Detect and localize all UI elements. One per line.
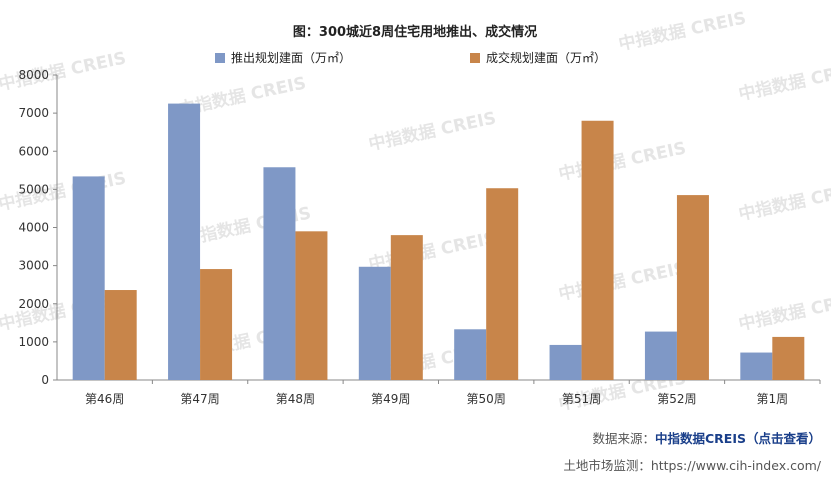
y-tick-label: 7000: [18, 106, 49, 120]
bar-launched: [740, 352, 773, 380]
x-tick-label: 第50周: [467, 392, 506, 406]
bar-launched: [72, 176, 105, 380]
watermark-text: 中指数据 CREIS: [737, 287, 831, 335]
y-tick-label: 0: [41, 373, 49, 387]
x-tick-label: 第52周: [657, 392, 696, 406]
y-tick-label: 8000: [18, 68, 49, 82]
chart-title: 图：300城近8周住宅用地推出、成交情况: [293, 24, 537, 40]
bar-transacted: [104, 290, 137, 380]
x-tick-label: 第47周: [180, 392, 219, 406]
y-tick-label: 5000: [18, 182, 49, 196]
watermark-text: 中指数据 CREIS: [557, 257, 688, 305]
bar-launched: [168, 103, 201, 380]
watermark-text: 中指数据 CREIS: [737, 57, 831, 105]
bar-transacted: [390, 235, 423, 380]
source-prefix: 数据来源：: [592, 431, 655, 446]
y-tick-label: 4000: [18, 221, 49, 235]
bar-transacted: [676, 195, 709, 380]
x-tick-label: 第46周: [85, 392, 124, 406]
legend-label: 推出规划建面（万㎡）: [231, 50, 351, 65]
watermark-text: 中指数据 CREIS: [617, 7, 748, 55]
bar-launched: [263, 167, 296, 380]
watermark-text: 中指数据 CREIS: [737, 177, 831, 225]
watermark-text: 中指数据 CREIS: [557, 137, 688, 185]
land-market-monitor: 土地市场监测：https://www.cih-index.com/: [563, 458, 821, 473]
bar-transacted: [200, 269, 233, 380]
legend-label: 成交规划建面（万㎡）: [486, 50, 606, 65]
axes: 0 1000 2000 3000 4000 5000 6000 7000 8000 第46周 第47…: [18, 68, 821, 406]
data-source: 数据来源：中指数据CREIS（点击查看）: [592, 428, 821, 447]
source-brand-link[interactable]: 中指数据CREIS（点击查看）: [655, 431, 821, 446]
x-tick-label: 第1周: [756, 392, 788, 406]
y-tick-label: 2000: [18, 297, 49, 311]
bar-transacted: [772, 336, 805, 380]
legend-swatch: [215, 53, 225, 63]
bar-launched: [358, 266, 391, 380]
bars: [72, 103, 805, 380]
bar-launched: [454, 329, 487, 380]
bar-transacted: [486, 188, 519, 380]
bar-transacted: [295, 231, 328, 380]
bar-launched: [549, 344, 582, 380]
legend-swatch: [470, 53, 480, 63]
y-tick-label: 6000: [18, 144, 49, 158]
y-tick-label: 1000: [18, 335, 49, 349]
y-tick-label: 3000: [18, 259, 49, 273]
bar-launched: [644, 331, 677, 380]
watermark-text: 中指数据 CREIS: [367, 107, 498, 155]
legend: 推出规划建面（万㎡） 成交规划建面（万㎡）: [215, 50, 606, 65]
bar-transacted: [581, 120, 614, 380]
x-tick-label: 第51周: [562, 392, 601, 406]
x-tick-label: 第49周: [371, 392, 410, 406]
x-tick-label: 第48周: [276, 392, 315, 406]
